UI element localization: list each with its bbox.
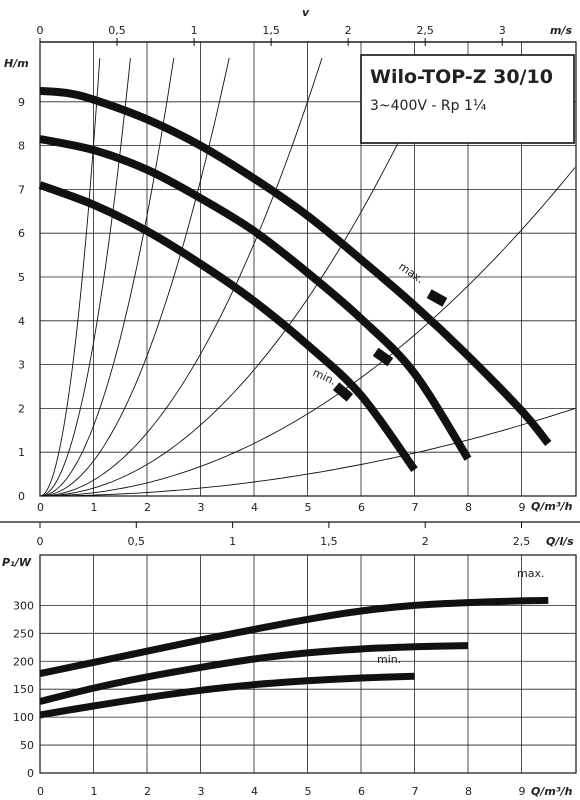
power-x-tick-label: 3 xyxy=(198,785,205,798)
power-curve-2 xyxy=(39,642,469,705)
power-x-tick-label: 1 xyxy=(91,785,98,798)
x-axis-label: Q/m³/h xyxy=(531,500,573,513)
p1-x-axis-label: Q/m³/h xyxy=(531,785,573,798)
flow-ls-tick-label: 1,5 xyxy=(320,535,338,548)
power-plot-frame xyxy=(39,554,577,774)
power-x-tick-label: 5 xyxy=(305,785,312,798)
power-x-tick-label: 7 xyxy=(412,785,419,798)
velocity-tick-label: 0,5 xyxy=(108,24,126,37)
head-x-tick-label: 2 xyxy=(144,501,151,514)
power-y-tick-label: 300 xyxy=(13,599,34,612)
head-x-tick-label: 5 xyxy=(305,501,312,514)
p1-axis-label: P₁/W xyxy=(2,556,32,569)
head-x-tick-label: 3 xyxy=(198,501,205,514)
system-curve xyxy=(39,57,101,497)
power-curve-3 xyxy=(39,672,415,719)
chart-title: Wilo-TOP-Z 30/10 xyxy=(370,66,553,88)
velocity-tick-label: 2 xyxy=(345,24,352,37)
power-x-tick-label: 0 xyxy=(37,785,44,798)
power-tick-labels: 0 50 100 150 200 250 300 0 1 2 3 4 5 6 7 8 9 0 0,5 1 1,5 2 2,5 xyxy=(13,535,530,798)
head-x-tick-label: 8 xyxy=(465,501,472,514)
speed-marker xyxy=(332,382,354,402)
system-curve xyxy=(39,57,440,497)
power-y-tick-label: 250 xyxy=(13,627,34,640)
power-grid xyxy=(0,521,580,774)
head-x-tick-label: 0 xyxy=(37,501,44,514)
system-curve xyxy=(39,57,175,497)
velocity-tick-label: 3 xyxy=(499,24,506,37)
head-x-tick-label: 7 xyxy=(412,501,419,514)
p1-top-axis-label: Q/l/s xyxy=(546,535,574,548)
head-y-tick-label: 0 xyxy=(18,490,25,503)
head-curve-1 xyxy=(39,86,552,446)
y-axis-label: H/m xyxy=(4,57,29,70)
power-x-tick-label: 4 xyxy=(251,785,258,798)
top-axis-symbol: v xyxy=(302,6,310,19)
head-y-tick-label: 8 xyxy=(18,140,25,153)
power-x-tick-label: 6 xyxy=(358,785,365,798)
power-curves xyxy=(39,596,549,719)
flow-ls-tick-label: 2 xyxy=(422,535,429,548)
speed-marker xyxy=(426,289,448,307)
power-y-tick-label: 100 xyxy=(13,711,34,724)
velocity-tick-label: 1,5 xyxy=(262,24,280,37)
head-curve-3 xyxy=(38,181,418,473)
head-x-tick-label: 1 xyxy=(91,501,98,514)
power-x-tick-label: 9 xyxy=(519,785,526,798)
series-label-max: max. xyxy=(396,260,426,286)
power-x-tick-label: 8 xyxy=(465,785,472,798)
system-curve xyxy=(39,407,576,497)
head-x-tick-label: 9 xyxy=(519,501,526,514)
flow-ls-tick-label: 0 xyxy=(37,535,44,548)
power-label-min: min. xyxy=(377,653,401,666)
velocity-tick-label: 2,5 xyxy=(416,24,434,37)
head-y-tick-label: 1 xyxy=(18,446,25,459)
head-y-tick-label: 6 xyxy=(18,227,25,240)
head-grid xyxy=(39,38,577,497)
chart-subtitle: 3~400V - Rp 1¼ xyxy=(370,98,487,114)
power-y-tick-label: 50 xyxy=(20,739,34,752)
head-y-tick-label: 9 xyxy=(18,96,25,109)
flow-ls-tick-label: 1 xyxy=(229,535,236,548)
head-y-tick-label: 5 xyxy=(18,271,25,284)
power-y-tick-label: 200 xyxy=(13,655,34,668)
head-y-tick-label: 7 xyxy=(18,183,25,196)
top-axis-label: m/s xyxy=(550,24,572,37)
power-y-tick-label: 150 xyxy=(13,683,34,696)
system-curve xyxy=(39,57,131,497)
head-x-tick-label: 6 xyxy=(358,501,365,514)
head-y-tick-label: 4 xyxy=(18,315,25,328)
system-curve xyxy=(39,167,576,497)
power-flow-panel: 0 50 100 150 200 250 300 0 1 2 3 4 5 6 7 8 9 0 0,5 1 1,5 2 2,5… xyxy=(0,521,580,798)
flow-ls-tick-label: 2,5 xyxy=(513,535,531,548)
head-y-tick-label: 2 xyxy=(18,402,25,415)
head-curve-2 xyxy=(39,135,472,461)
head-y-tick-label: 3 xyxy=(18,359,25,372)
head-curves xyxy=(38,86,552,473)
speed-marker xyxy=(372,347,394,367)
title-box xyxy=(360,54,575,144)
head-tick-labels: 0 1 2 3 4 5 6 7 8 9 0 1 2 3 4 5 6 7 8 9 0 0,5 1 1,5 2 2,5 3 xyxy=(18,24,526,514)
velocity-tick-label: 1 xyxy=(191,24,198,37)
velocity-tick-label: 0 xyxy=(37,24,44,37)
power-y-tick-label: 0 xyxy=(27,767,34,780)
flow-ls-tick-label: 0,5 xyxy=(128,535,146,548)
head-flow-panel: 0 1 2 3 4 5 6 7 8 9 0 1 2 3 4 5 6 7 8 9 0 0,5 1 1,5 2 2,5 3 Wilo-T… xyxy=(4,6,577,514)
power-curve-1 xyxy=(39,596,549,678)
power-label-max: max. xyxy=(517,567,544,580)
head-x-tick-label: 4 xyxy=(251,501,258,514)
power-x-tick-label: 2 xyxy=(144,785,151,798)
